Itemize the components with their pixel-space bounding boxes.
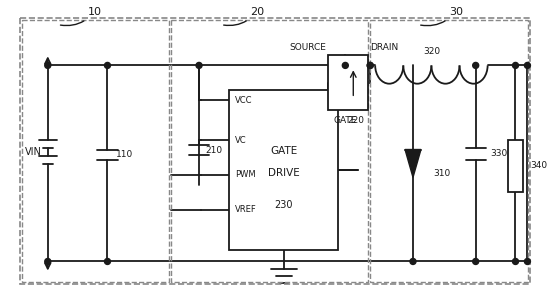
Text: 10: 10 (60, 7, 102, 25)
Text: PWM: PWM (235, 170, 256, 179)
Circle shape (410, 258, 416, 265)
Text: VCC: VCC (235, 96, 252, 105)
Circle shape (472, 62, 478, 68)
Bar (370, 20, 529, 282)
Circle shape (196, 62, 202, 68)
Text: 230: 230 (274, 200, 293, 210)
Text: DRAIN: DRAIN (370, 43, 398, 52)
Text: 340: 340 (530, 161, 548, 170)
Text: 220: 220 (347, 116, 364, 125)
Bar (171, 20, 368, 282)
Text: 310: 310 (433, 169, 450, 178)
Text: GATE: GATE (333, 116, 357, 125)
Text: 210: 210 (205, 145, 223, 155)
Text: GATE: GATE (270, 146, 297, 156)
Text: 320: 320 (423, 47, 440, 56)
Circle shape (45, 258, 51, 265)
Text: DRIVE: DRIVE (268, 168, 300, 178)
Circle shape (513, 258, 519, 265)
Circle shape (367, 62, 373, 68)
Circle shape (525, 62, 530, 68)
Text: VC: VC (235, 135, 246, 145)
Bar (508, 140, 524, 192)
Circle shape (104, 258, 111, 265)
Polygon shape (405, 149, 421, 177)
Text: 110: 110 (116, 151, 133, 159)
Text: 20: 20 (224, 7, 264, 25)
Circle shape (104, 62, 111, 68)
Bar (20, 18, 530, 284)
Text: 330: 330 (491, 149, 508, 158)
Circle shape (525, 258, 530, 265)
Bar (328, 55, 368, 110)
Bar (229, 90, 338, 250)
Circle shape (367, 62, 373, 68)
Text: VREF: VREF (235, 205, 257, 214)
Circle shape (513, 62, 519, 68)
Text: VIN: VIN (25, 147, 42, 157)
Circle shape (472, 258, 478, 265)
Text: SOURCE: SOURCE (289, 43, 326, 52)
Text: 30: 30 (421, 7, 463, 26)
Bar (22, 20, 169, 282)
Circle shape (45, 62, 51, 68)
Circle shape (342, 62, 348, 68)
